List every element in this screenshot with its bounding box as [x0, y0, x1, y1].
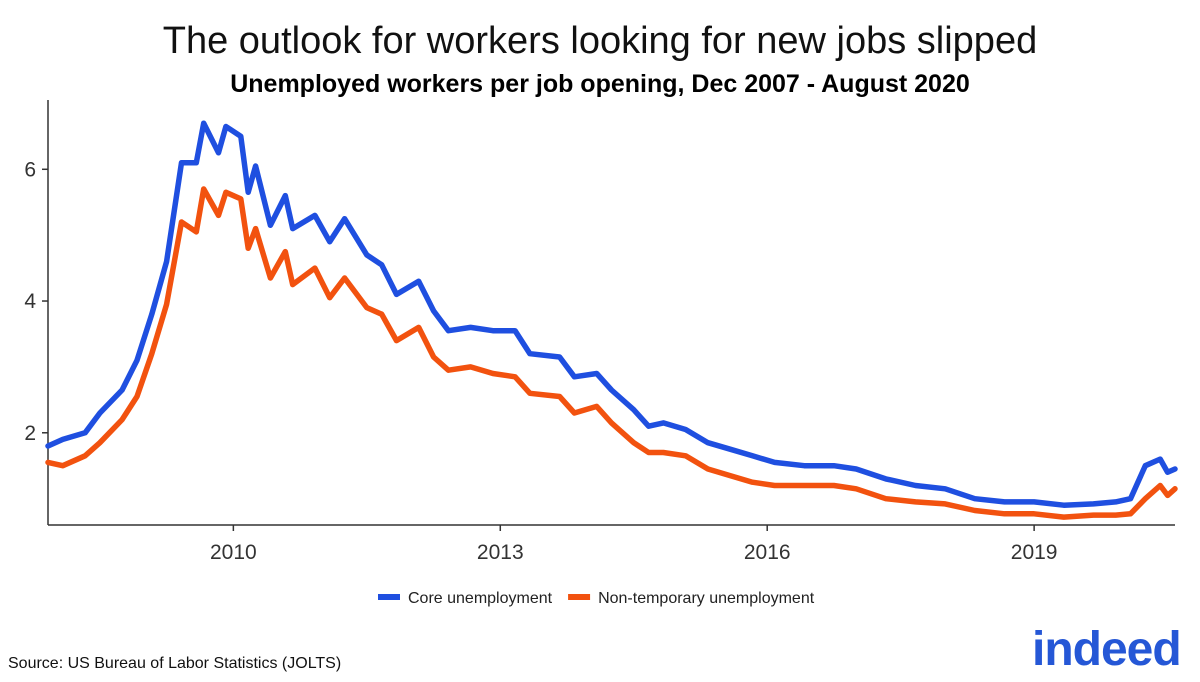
- chart-series-lines: [45, 120, 1178, 520]
- chart-subtitle: Unemployed workers per job opening, Dec …: [230, 70, 970, 98]
- core-unemployment-legend-label: Core unemployment: [408, 590, 553, 607]
- core-unemployment-line: [45, 120, 1178, 508]
- non-temporary-unemployment-line: [45, 186, 1178, 520]
- y-axis-ticks: 2 4 6: [24, 158, 48, 445]
- x-axis-ticks: 2010 2013 2016 2019: [210, 525, 1057, 564]
- y-tick-label: 6: [24, 158, 36, 181]
- x-tick-label: 2016: [744, 541, 791, 564]
- chart-legend: Core unemployment Non-temporary unemploym…: [378, 590, 815, 607]
- y-tick-label: 2: [24, 422, 36, 445]
- x-tick-label: 2013: [477, 541, 524, 564]
- x-tick-label: 2010: [210, 541, 257, 564]
- y-tick-label: 4: [24, 290, 36, 313]
- non-temporary-unemployment-legend-label: Non-temporary unemployment: [598, 590, 815, 607]
- indeed-logo: indeed: [1032, 623, 1182, 676]
- source-note: Source: US Bureau of Labor Statistics (J…: [8, 655, 342, 672]
- chart-axes: [47, 100, 1175, 526]
- x-tick-label: 2019: [1011, 541, 1058, 564]
- line-chart: 2010 2013 2016 2019 2 4 6 Core unemployment No…: [24, 100, 1178, 607]
- chart-title: The outlook for workers looking for new …: [162, 20, 1038, 62]
